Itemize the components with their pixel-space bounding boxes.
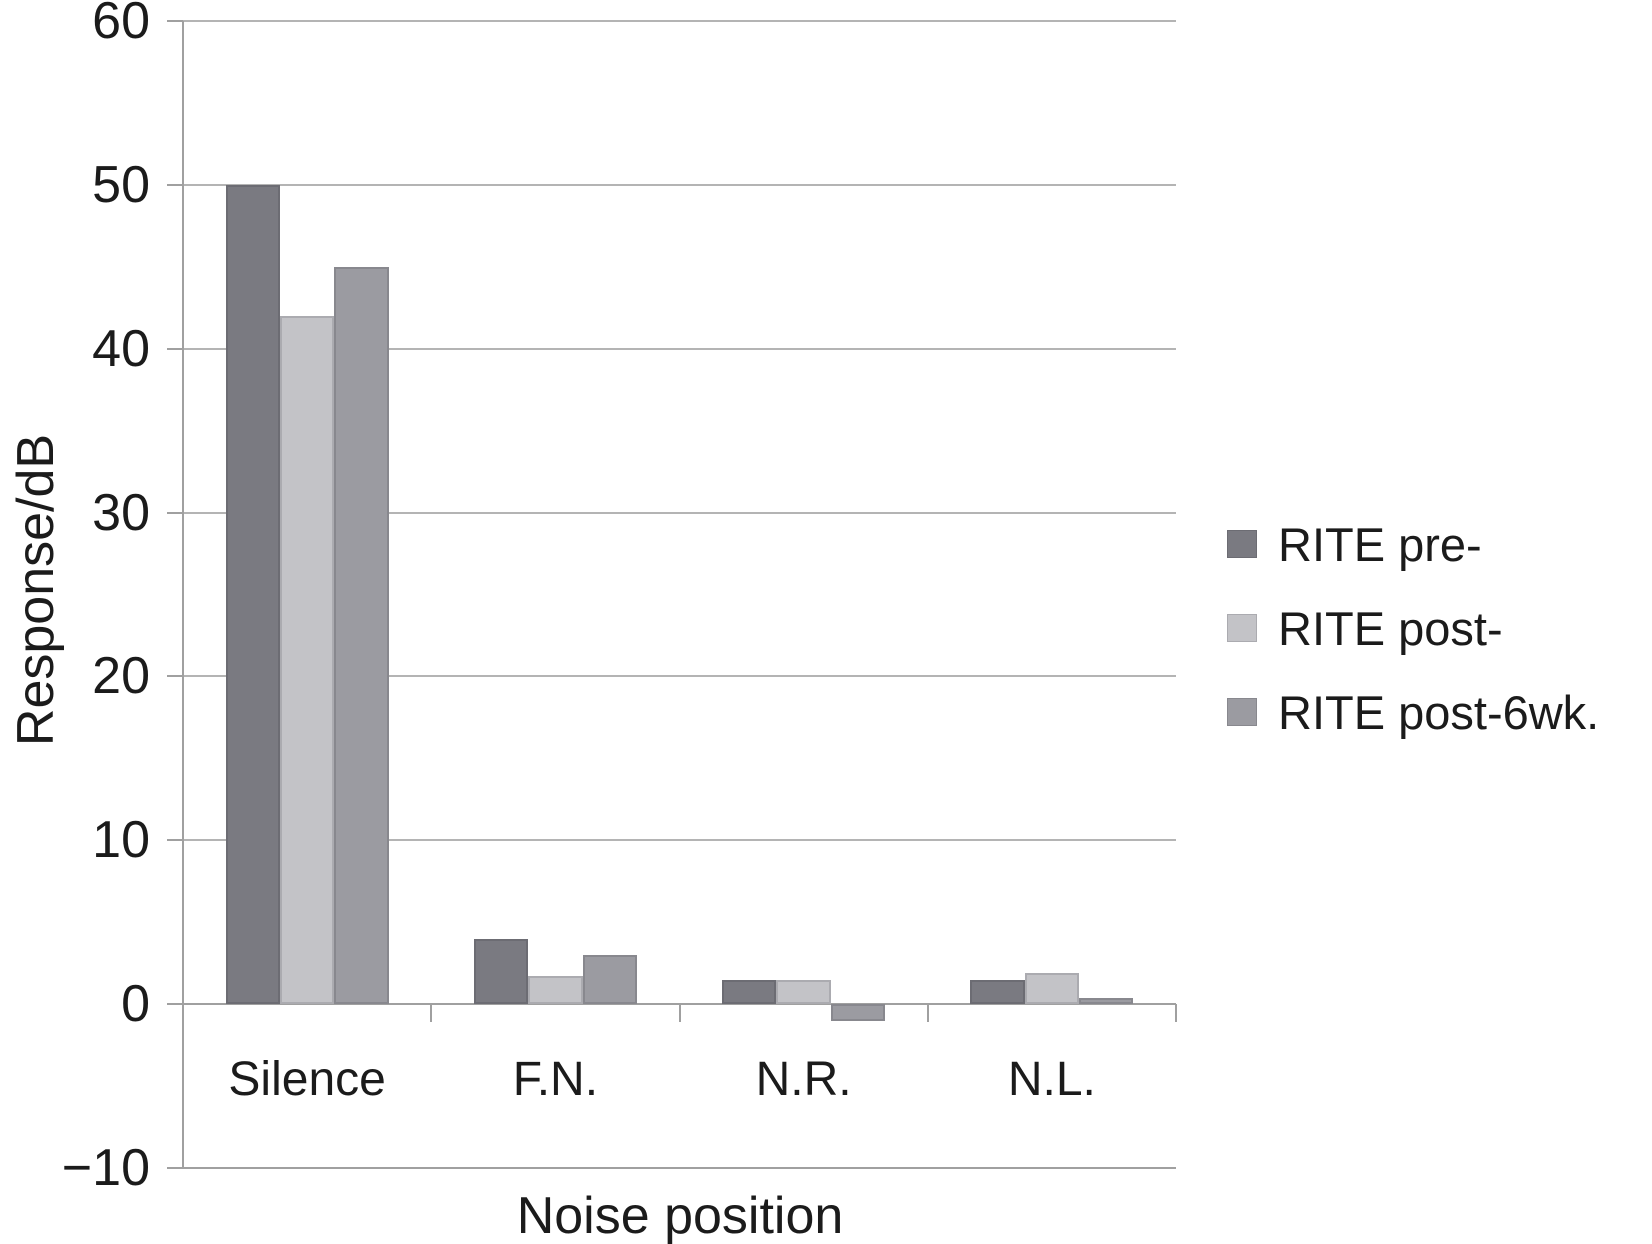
x-label-n-r: N.R. <box>755 1053 852 1106</box>
bar-n-l-rite-post-6wk <box>1079 997 1134 1005</box>
legend-swatch-rite-post-6wk-icon <box>1227 698 1257 726</box>
y-tick-30 <box>167 511 183 514</box>
y-tick-20 <box>167 675 183 678</box>
legend: RITE pre- RITE post- RITE post-6wk. <box>1227 502 1599 754</box>
y-tick-10 <box>167 839 183 842</box>
bar-f-n-rite-pre <box>473 938 529 1005</box>
x-axis-title: Noise position <box>516 1187 844 1244</box>
y-tick-label-10: 10 <box>92 811 150 870</box>
x-label-silence: Silence <box>228 1053 386 1106</box>
x-label-f-n: F.N. <box>512 1053 599 1106</box>
gridline-10 <box>183 1167 1176 1169</box>
gridline-30 <box>183 511 1176 514</box>
y-tick-label-30: 30 <box>92 483 150 542</box>
bar-f-n-rite-post-6wk <box>582 954 637 1005</box>
category-tick-1 <box>430 1004 433 1023</box>
y-tick-label-20: 20 <box>92 647 150 706</box>
bar-f-n-rite-post <box>528 976 583 1005</box>
y-tick-40 <box>167 347 183 350</box>
y-axis-title: Response/dB <box>7 433 65 747</box>
bar-silence-rite-post <box>279 315 335 1005</box>
gridline-50 <box>183 183 1176 186</box>
category-tick-3 <box>926 1004 929 1023</box>
bar-silence-rite-pre <box>225 184 280 1005</box>
y-tick-label-0: 0 <box>121 975 150 1034</box>
bar-silence-rite-post-6wk <box>334 266 389 1005</box>
bar-n-r-rite-pre <box>722 979 777 1005</box>
y-tick-label-10: −10 <box>61 1139 150 1197</box>
legend-label-rite-post: RITE post- <box>1278 601 1503 655</box>
y-tick-0 <box>167 1003 183 1006</box>
y-tick-label-50: 50 <box>92 155 150 214</box>
legend-label-rite-pre: RITE pre- <box>1278 517 1482 571</box>
y-tick-10 <box>167 1167 183 1169</box>
y-tick-60 <box>167 20 183 22</box>
bar-n-l-rite-pre <box>970 979 1025 1005</box>
legend-item-rite-post-6wk: RITE post-6wk. <box>1227 670 1599 754</box>
y-tick-label-40: 40 <box>92 319 150 378</box>
legend-swatch-rite-post-icon <box>1227 614 1257 642</box>
gridline-10 <box>183 839 1176 842</box>
y-axis-line <box>182 21 184 1168</box>
gridline-60 <box>183 20 1176 22</box>
gridline-20 <box>183 675 1176 678</box>
bar-n-r-rite-post <box>776 979 831 1005</box>
bar-n-l-rite-post <box>1024 973 1080 1005</box>
category-tick-4 <box>1175 1004 1177 1023</box>
legend-label-rite-post-6wk: RITE post-6wk. <box>1278 685 1600 739</box>
bar-n-r-rite-post-6wk <box>830 1004 886 1021</box>
legend-item-rite-pre: RITE pre- <box>1227 502 1599 586</box>
y-tick-label-60: 60 <box>92 0 150 50</box>
legend-item-rite-post: RITE post- <box>1227 586 1599 670</box>
y-tick-50 <box>167 183 183 186</box>
gridline-40 <box>183 347 1176 350</box>
x-label-n-l: N.L. <box>1007 1053 1096 1106</box>
legend-swatch-rite-pre-icon <box>1227 530 1257 558</box>
category-tick-2 <box>678 1004 681 1023</box>
